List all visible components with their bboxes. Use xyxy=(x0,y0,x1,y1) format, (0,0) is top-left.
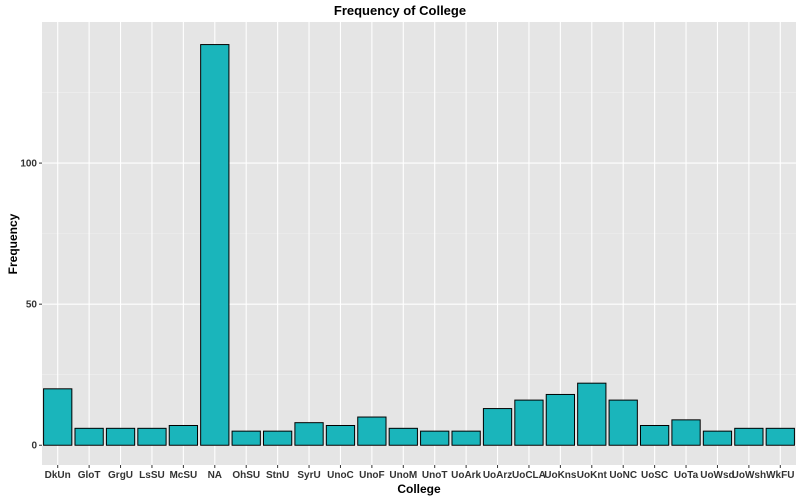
x-axis-label: College xyxy=(397,482,441,496)
bar-unom xyxy=(388,427,418,446)
chart-title: Frequency of College xyxy=(333,3,467,18)
bar-uoknt xyxy=(577,382,607,446)
bar-uosc xyxy=(639,424,670,446)
bar-unof xyxy=(357,416,387,446)
x-tick-label: StnU xyxy=(266,470,289,481)
x-tick-label: OhSU xyxy=(232,470,260,481)
bar-uoark xyxy=(451,430,481,446)
bar-dkun xyxy=(43,388,73,446)
x-tick-label: McSU xyxy=(169,470,197,481)
bar-stnu xyxy=(262,430,293,446)
y-tick-label: 50 xyxy=(26,300,38,311)
bar-mcsu xyxy=(168,424,199,446)
x-tick-label: GrgU xyxy=(108,470,133,481)
bar-lssu xyxy=(137,427,167,446)
bar-syru xyxy=(294,422,324,446)
y-tick-label: 0 xyxy=(31,441,37,452)
bar-uota xyxy=(671,419,701,446)
bar-ohsu xyxy=(231,430,261,446)
x-tick-label: LsSU xyxy=(139,470,165,481)
x-tick-label: UoWsh xyxy=(732,470,766,481)
x-tick-label: NA xyxy=(208,470,222,481)
x-tick-label: UnoF xyxy=(359,470,385,481)
x-tick-label: GloT xyxy=(78,470,101,481)
bar-glot xyxy=(74,427,104,446)
bar-grgu xyxy=(105,427,136,446)
plot-panel xyxy=(42,22,796,465)
x-tick-label: UoKnt xyxy=(577,470,608,481)
y-axis-label: Frequency xyxy=(6,213,20,275)
y-tick-label: 100 xyxy=(20,159,37,170)
x-tick-label: SyrU xyxy=(297,470,320,481)
x-tick-label: UoSC xyxy=(641,470,668,481)
x-tick-label: UoWsd xyxy=(700,470,734,481)
x-tick-label: UoCLA xyxy=(512,470,546,481)
bar-uocla xyxy=(514,399,544,446)
bar-wkfu xyxy=(765,427,795,446)
bar-uowsd xyxy=(702,430,733,446)
x-tick-label: UnoT xyxy=(422,470,448,481)
x-tick-label: DkUn xyxy=(45,470,71,481)
bar-na xyxy=(200,44,230,446)
bar-uokns xyxy=(545,393,576,446)
bar-uowsh xyxy=(734,427,764,446)
bar-uonc xyxy=(608,399,638,446)
bar-uoarz xyxy=(482,408,513,446)
x-tick-label: UoArz xyxy=(483,470,512,481)
x-tick-label: WkFU xyxy=(766,470,794,481)
x-tick-label: UoNC xyxy=(609,470,637,481)
x-tick-label: UnoC xyxy=(327,470,354,481)
x-tick-label: UoTa xyxy=(674,470,699,481)
x-tick-label: UoKns xyxy=(544,470,577,481)
bar-unoc xyxy=(325,424,356,446)
bar-unot xyxy=(420,430,450,446)
x-tick-label: UnoM xyxy=(389,470,417,481)
x-tick-label: UoArk xyxy=(451,470,481,481)
